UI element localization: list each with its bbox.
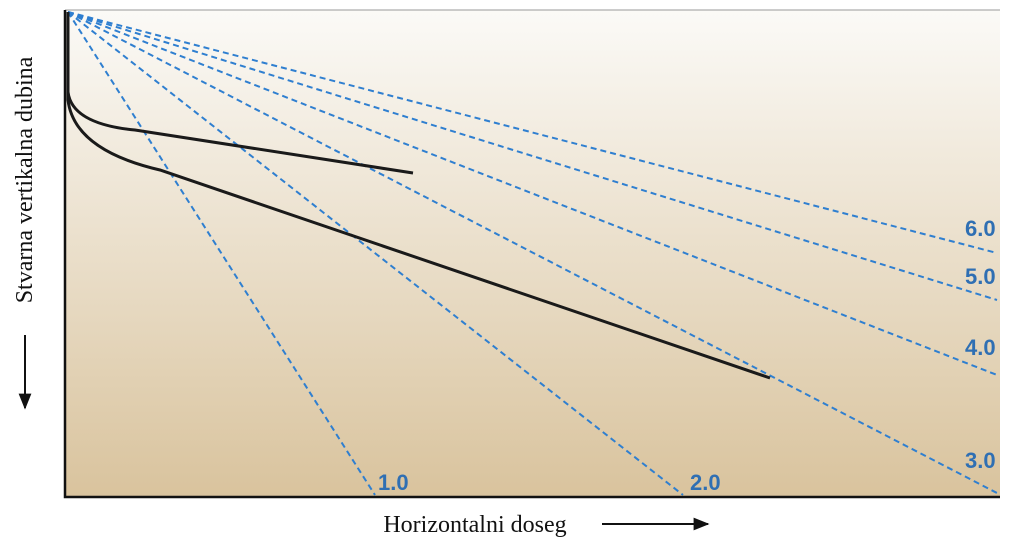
ratio-label: 3.0	[965, 448, 996, 473]
well-path	[66, 12, 771, 380]
ratio-line	[67, 11, 684, 496]
axes	[63, 10, 1000, 499]
ratio-lines	[67, 11, 998, 496]
ratio-label: 5.0	[965, 264, 996, 289]
ratio-line	[67, 11, 998, 376]
ratio-label: 2.0	[690, 470, 721, 495]
ratio-label: 6.0	[965, 216, 996, 241]
ratio-line	[67, 11, 998, 494]
ratio-line	[67, 11, 998, 301]
ratio-line	[67, 11, 376, 496]
x-axis-label: Horizontalni doseg	[383, 512, 566, 538]
ratio-label: 1.0	[378, 470, 409, 495]
ratio-label: 4.0	[965, 335, 996, 360]
y-axis-label: Stvarna vertikalna dubina	[12, 56, 38, 303]
